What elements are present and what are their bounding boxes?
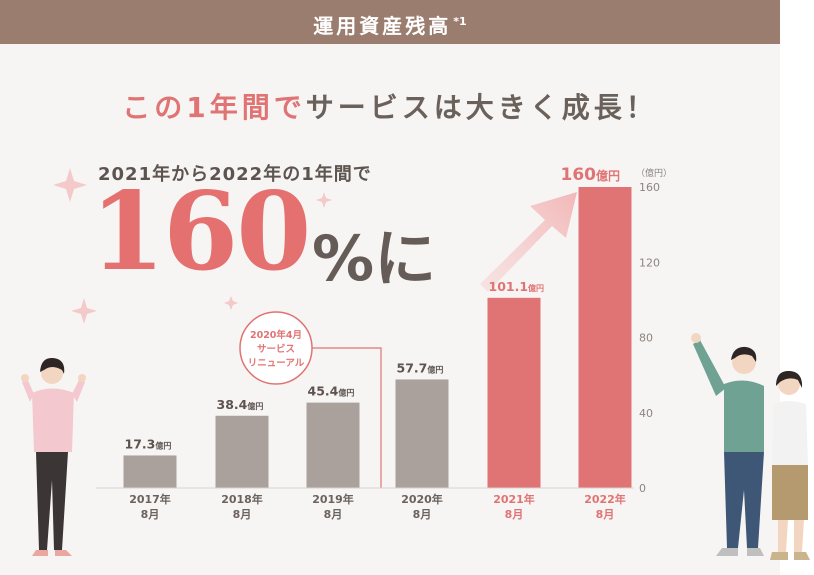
- value-label: 38.4億円: [217, 397, 264, 412]
- x-tick-label: 2018年: [221, 492, 263, 506]
- header-title-text: 運用資産残高: [313, 14, 452, 38]
- sparkle-icon: [316, 192, 332, 208]
- value-label: 101.1億円: [489, 279, 545, 294]
- y-tick-label: 120: [639, 256, 660, 269]
- x-tick-label: 2022年: [584, 492, 626, 506]
- bar: [487, 297, 541, 488]
- annotation-line1: 2020年4月: [250, 329, 302, 341]
- x-tick-label: 8月: [324, 508, 343, 521]
- bar: [306, 402, 360, 488]
- footnote-mark: *1: [453, 15, 467, 29]
- x-tick-label: 8月: [505, 508, 524, 521]
- header-bar: 運用資産残高 *1: [0, 0, 780, 44]
- value-label: 160億円: [561, 165, 621, 185]
- annotation-line2: サービス: [257, 343, 295, 355]
- value-label: 45.4億円: [308, 384, 355, 399]
- couple-illustration: [691, 333, 810, 560]
- sparkle-icon: [224, 296, 238, 310]
- renewal-annotation: 2020年4月 サービス リニューアル: [239, 311, 382, 488]
- value-label: 57.7億円: [397, 360, 444, 375]
- y-tick-label: 40: [639, 407, 653, 420]
- header-title: 運用資産残高 *1: [0, 10, 780, 39]
- x-tick-label: 2019年: [312, 492, 354, 506]
- x-tick-label: 2020年: [401, 492, 443, 506]
- y-tick-label: 80: [639, 332, 653, 345]
- y-tick-label: 160: [639, 181, 660, 194]
- value-label: 17.3億円: [125, 436, 172, 451]
- growth-percent-number: 160: [90, 169, 311, 295]
- y-unit-label: （億円）: [636, 167, 672, 179]
- x-tick-label: 8月: [413, 508, 432, 521]
- x-tick-label: 8月: [596, 508, 615, 521]
- woman-illustration: [21, 357, 86, 556]
- y-tick-label: 0: [639, 482, 646, 495]
- growth-arrow-icon: [480, 192, 577, 292]
- bar: [395, 379, 449, 488]
- x-tick-label: 2021年: [493, 492, 535, 506]
- x-tick-label: 8月: [233, 508, 252, 521]
- x-tick-label: 8月: [141, 508, 160, 521]
- bar: [123, 455, 177, 488]
- bar: [578, 187, 632, 488]
- sparkle-icon: [53, 168, 87, 202]
- headline: この1年間でサービスは大きく成長！: [0, 86, 780, 126]
- bar: [215, 415, 269, 488]
- growth-subtitle: 2021年から2022年の1年間で: [98, 164, 372, 185]
- annotation-line3: リニューアル: [248, 358, 305, 369]
- growth-percent-suffix: %に: [312, 222, 437, 295]
- x-tick-label: 2017年: [129, 492, 171, 506]
- sparkle-icon: [71, 298, 97, 324]
- headline-rest: サービスは大きく成長！: [305, 91, 658, 124]
- headline-accent: この1年間で: [122, 91, 306, 124]
